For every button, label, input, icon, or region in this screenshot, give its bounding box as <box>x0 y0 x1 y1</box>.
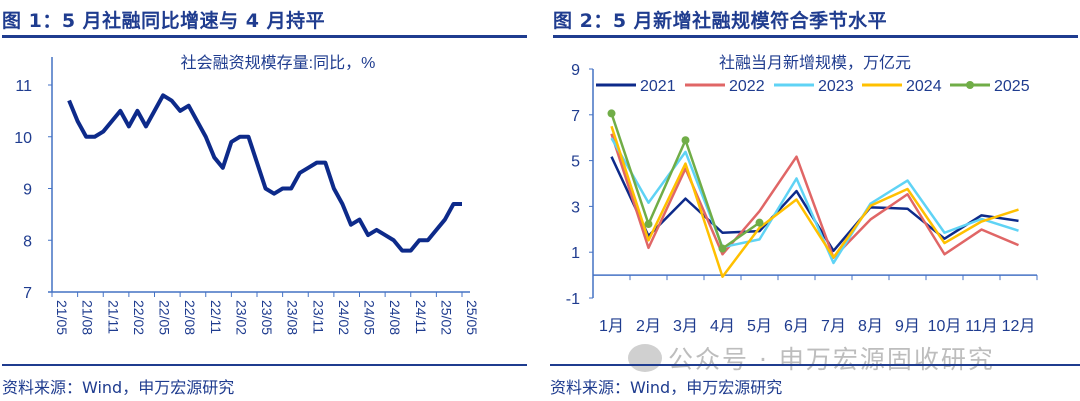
data-point-2025 <box>607 109 616 118</box>
x-tick-label: 22/02 <box>131 300 147 335</box>
footer-rule <box>550 364 1080 366</box>
source-left: 资料来源：Wind，申万宏源研究 <box>2 378 235 397</box>
title-rule <box>2 35 527 38</box>
x-tick-label: 11月 <box>965 318 998 335</box>
x-tick-label: 2月 <box>636 318 661 335</box>
y-tick-label: 9 <box>23 182 32 199</box>
x-tick-label: 4月 <box>710 318 735 335</box>
x-tick-label: 8月 <box>858 318 883 335</box>
x-tick-label: 24/05 <box>362 300 378 335</box>
x-tick-label: 5月 <box>747 318 772 335</box>
x-tick-label: 23/08 <box>285 300 301 335</box>
x-tick-label: 7月 <box>821 318 846 335</box>
series-line-2025 <box>610 113 761 250</box>
watermark-text: 公众号 · 申万宏源固收研究 <box>668 345 995 374</box>
series-line <box>67 93 462 253</box>
x-tick-label: 25/02 <box>438 300 454 335</box>
series-line-2023 <box>610 137 1019 265</box>
x-tick-label: 10月 <box>928 318 962 335</box>
x-tick-label: 23/11 <box>310 300 326 334</box>
y-tick-label: -1 <box>566 291 580 308</box>
y-tick-label: 9 <box>571 62 580 79</box>
wechat-icon <box>628 344 662 372</box>
data-point-2025 <box>681 136 690 145</box>
legend-label: 2022 <box>729 78 765 95</box>
x-tick-label: 21/05 <box>54 300 70 335</box>
legend-label: 2025 <box>994 78 1030 95</box>
x-tick-label: 3月 <box>673 318 698 335</box>
x-tick-label: 25/05 <box>464 300 480 335</box>
y-tick-label: 3 <box>571 199 580 216</box>
x-tick-label: 21/08 <box>80 300 96 335</box>
figure2-title: 图 2：5 月新增社融规模符合季节水平 <box>553 10 888 32</box>
x-tick-label: 22/11 <box>208 300 224 334</box>
y-tick-label: 8 <box>23 233 32 250</box>
series-line-2024 <box>610 125 1019 278</box>
y-tick-label: 5 <box>571 154 580 171</box>
footer-rule <box>2 364 527 366</box>
x-tick-label: 1月 <box>599 318 624 335</box>
x-tick-label: 22/08 <box>182 300 198 335</box>
title-rule <box>553 35 1078 38</box>
legend-marker <box>966 81 974 89</box>
y-tick-label: 7 <box>23 285 32 302</box>
data-point-2025 <box>644 220 653 229</box>
y-tick-label: 11 <box>15 78 32 95</box>
chart-title: 社会融资规模存量:同比，% <box>181 54 376 72</box>
legend-label: 2023 <box>818 78 854 95</box>
y-tick-label: 1 <box>571 245 580 262</box>
x-tick-label: 22/05 <box>157 300 173 335</box>
x-tick-label: 24/08 <box>387 300 403 335</box>
figure1-title: 图 1：5 月社融同比增速与 4 月持平 <box>2 10 326 32</box>
x-tick-label: 24/11 <box>413 300 429 334</box>
y-tick-label: 7 <box>571 108 580 125</box>
x-tick-label: 12月 <box>1002 318 1036 335</box>
data-point-2025 <box>718 244 727 253</box>
watermark: 公众号 · 申万宏源固收研究 <box>628 340 995 376</box>
legend-label: 2024 <box>906 78 942 95</box>
y-tick-label: 10 <box>14 130 32 147</box>
series-line-2022 <box>610 133 1019 259</box>
source-right: 资料来源：Wind，申万宏源研究 <box>550 378 783 397</box>
data-point-2025 <box>755 218 764 227</box>
x-tick-label: 6月 <box>784 318 809 335</box>
x-tick-label: 9月 <box>895 318 920 335</box>
legend-label: 2021 <box>640 78 676 95</box>
x-tick-label: 24/02 <box>336 300 352 335</box>
x-tick-label: 21/11 <box>105 300 121 334</box>
chart-title: 社融当月新增规模，万亿元 <box>719 54 911 72</box>
x-tick-label: 23/02 <box>233 300 249 335</box>
x-tick-label: 23/05 <box>259 300 275 335</box>
